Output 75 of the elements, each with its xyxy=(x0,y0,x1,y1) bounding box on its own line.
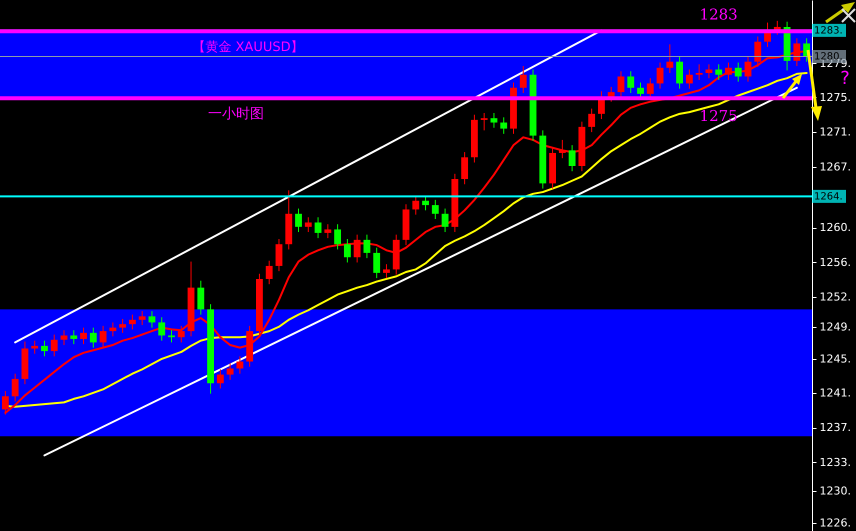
candlestick xyxy=(314,216,322,239)
candlestick xyxy=(705,64,712,79)
candlestick xyxy=(70,330,78,345)
y-tick-label: 1241. xyxy=(820,386,851,400)
ref-line-label: 1264. xyxy=(814,191,843,202)
candlestick xyxy=(41,340,48,357)
ref-line-label: 1283 xyxy=(700,5,738,24)
y-tick-label: 1249. xyxy=(820,320,851,334)
candlestick xyxy=(686,69,693,90)
candlestick xyxy=(588,108,596,133)
candlestick xyxy=(354,234,361,263)
candlestick xyxy=(744,56,752,82)
candlestick xyxy=(568,144,576,172)
y-tick-label: 1230. xyxy=(820,484,851,498)
text: 一小时图 xyxy=(208,106,264,122)
y-tick-label: 1245. xyxy=(820,352,851,366)
candlestick xyxy=(128,314,136,330)
candlestick xyxy=(60,330,68,346)
y-tick-label: 1237. xyxy=(820,421,851,434)
candlestick xyxy=(442,208,449,233)
text: 【黄金 XAUUSD】 xyxy=(192,40,304,55)
candlestick xyxy=(304,216,312,233)
candlestick xyxy=(666,44,674,74)
candlestick xyxy=(295,208,302,233)
candlestick xyxy=(31,340,38,354)
y-tick-label: 1267. xyxy=(820,160,851,174)
candlestick xyxy=(715,64,722,80)
candlestick xyxy=(500,116,508,134)
candlestick xyxy=(216,368,224,389)
candlestick xyxy=(520,66,527,94)
candlestick xyxy=(324,224,332,239)
candlestick xyxy=(383,264,390,279)
candlestick xyxy=(12,373,19,402)
candlestick xyxy=(197,280,204,316)
candlestick xyxy=(344,238,351,263)
candlestick xyxy=(490,112,498,128)
candlestick xyxy=(178,325,185,343)
ref-line-label: 1275 xyxy=(700,107,738,126)
y-tick-label: 1256. xyxy=(820,256,851,269)
candlestick xyxy=(558,139,566,159)
candlestick xyxy=(334,224,342,250)
candlestick xyxy=(627,70,634,94)
candlestick xyxy=(109,322,116,337)
candlestick xyxy=(80,327,87,345)
y-tick-label: 1252. xyxy=(820,290,851,304)
candlestick xyxy=(266,260,273,285)
candlestick xyxy=(412,195,420,216)
candlestick xyxy=(676,56,684,90)
candlestick xyxy=(148,310,156,328)
candlestick xyxy=(656,62,664,90)
y-tick-label: 1226. xyxy=(820,516,851,530)
candlestick xyxy=(725,62,732,80)
candlestick xyxy=(480,112,488,131)
y-tick-label: 1271. xyxy=(820,126,851,139)
candlestick xyxy=(138,310,146,326)
candlestick xyxy=(119,318,126,334)
y-tick-label: 1233. xyxy=(820,456,851,469)
candlestick xyxy=(158,316,166,342)
candlestick xyxy=(50,334,58,357)
y-tick-label: 1275. xyxy=(820,90,851,104)
candlestick xyxy=(363,234,370,259)
candlestick xyxy=(226,362,234,380)
candlestick xyxy=(432,199,439,220)
ref-line-label: 1283. xyxy=(814,25,843,36)
candlestick xyxy=(90,327,97,348)
text: ? xyxy=(840,68,850,89)
candlestick xyxy=(461,152,468,185)
candlestick xyxy=(422,195,429,211)
candlestick xyxy=(734,62,742,82)
candlestick xyxy=(373,247,380,279)
candlestick xyxy=(276,238,282,272)
candlestick xyxy=(618,70,624,98)
candlestick xyxy=(236,356,244,374)
candlestick xyxy=(100,325,107,348)
y-tick-label: 1260. xyxy=(820,221,851,234)
